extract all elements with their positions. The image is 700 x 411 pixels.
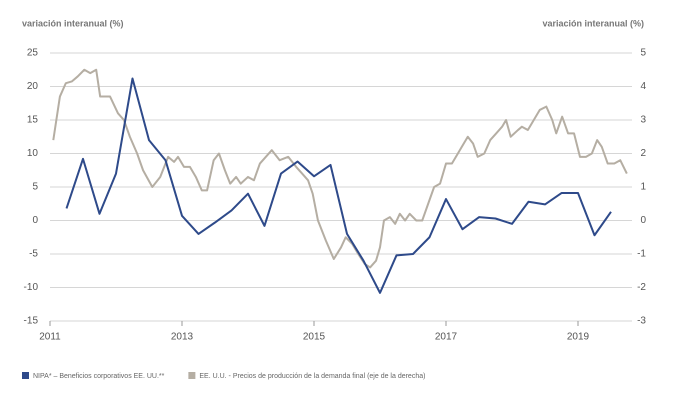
y2-tick-label: 0: [640, 215, 646, 226]
legend-text: NIPA* – Beneficios corporativos EE. UU.*…: [33, 373, 165, 380]
y2-tick-label: 5: [640, 48, 646, 59]
x-tick-label: 2013: [171, 332, 194, 343]
y-tick-label: 5: [32, 182, 38, 193]
y-tick-label: 15: [27, 115, 39, 126]
y-tick-label: -15: [24, 316, 39, 327]
y-tick-label: -10: [24, 282, 39, 293]
legend-text: EE. U.U. - Precios de producción de la d…: [199, 373, 425, 380]
legend-swatch: [22, 372, 29, 379]
y-tick-label: 10: [27, 148, 39, 159]
x-tick-label: 2015: [303, 332, 326, 343]
x-tick-label: 2011: [39, 332, 61, 343]
line-series: [65, 77, 612, 294]
y-tick-label: 25: [27, 48, 39, 59]
y2-axis-title: variación interanual (%): [542, 18, 644, 28]
y-tick-label: 20: [27, 81, 39, 92]
y2-tick-label: -3: [637, 316, 646, 327]
y-tick-label: -5: [29, 249, 38, 260]
x-tick-label: 2019: [567, 332, 590, 343]
y-axis-title: variación interanual (%): [22, 18, 124, 28]
y2-tick-label: -1: [637, 249, 646, 260]
legend-swatch: [188, 372, 196, 379]
x-tick-label: 2017: [435, 332, 458, 343]
y2-tick-label: 3: [640, 115, 646, 126]
y2-tick-label: 4: [640, 81, 646, 92]
y2-tick-label: -2: [637, 282, 646, 293]
y-tick-label: 0: [32, 215, 38, 226]
line-series: [52, 68, 628, 269]
y2-tick-label: 1: [640, 182, 646, 193]
y2-tick-label: 2: [640, 148, 646, 159]
